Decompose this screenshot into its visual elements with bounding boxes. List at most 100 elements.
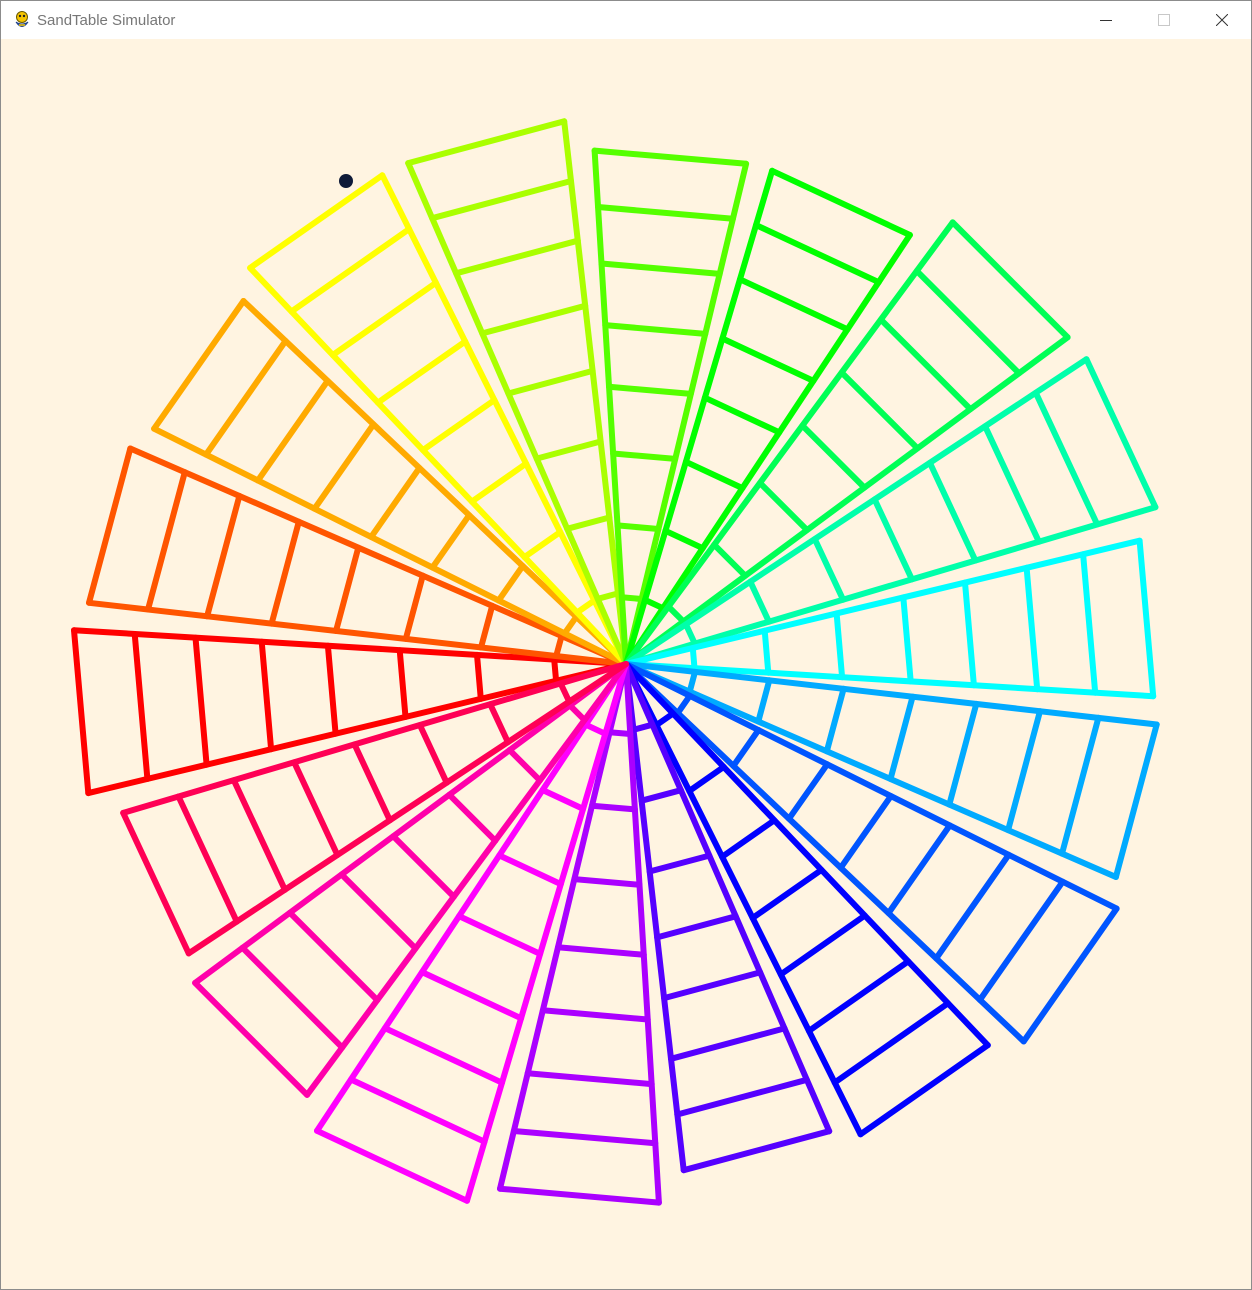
arm-rung	[976, 878, 1066, 1003]
arm-rung	[151, 298, 247, 432]
window-controls	[1077, 1, 1251, 39]
arm-rung	[506, 747, 543, 784]
arm-rung	[982, 423, 1042, 545]
arm-rung	[946, 700, 980, 808]
arm-rung	[539, 787, 587, 812]
arm-rung	[429, 178, 574, 222]
arm-rung	[885, 822, 953, 917]
arm-rung	[701, 394, 783, 436]
arm-rung	[553, 633, 565, 659]
arm-side	[304, 661, 629, 1098]
arm-rung	[614, 522, 662, 532]
arm-side	[127, 445, 629, 667]
arm-rung	[777, 912, 868, 978]
arm-rung	[877, 316, 974, 413]
arm-side	[623, 661, 1027, 1045]
arm-rung	[561, 613, 580, 637]
pattern-arm	[405, 118, 629, 667]
pattern-arm	[120, 661, 629, 957]
maximize-button[interactable]	[1135, 1, 1193, 39]
arm-rung	[753, 222, 882, 286]
arm-rung	[551, 656, 560, 684]
arm-rung	[86, 445, 134, 606]
sand-pattern	[71, 118, 1160, 1206]
arm-rung	[495, 563, 526, 604]
arm-rung	[668, 1025, 788, 1062]
arm-rung	[175, 793, 240, 925]
arm-side	[623, 219, 956, 667]
arm-side	[561, 118, 629, 667]
pattern-arm	[623, 167, 913, 667]
arm-side	[86, 599, 629, 667]
arm-rung	[582, 721, 609, 737]
arm-rung	[642, 596, 666, 612]
arm-rung	[382, 1025, 505, 1086]
arm-rung	[591, 147, 750, 167]
title-bar[interactable]: SandTable Simulator	[1, 1, 1251, 39]
arm-rung	[686, 763, 727, 794]
arm-rung	[665, 603, 687, 625]
arm-rung	[1020, 905, 1120, 1045]
arm-rung	[505, 367, 596, 397]
arm-rung	[674, 1076, 810, 1118]
arm-rung	[533, 438, 604, 462]
arm-side	[623, 661, 864, 1138]
arm-rung	[1112, 721, 1160, 880]
arm-side	[314, 661, 629, 1134]
arm-side	[192, 661, 629, 986]
arm-rung	[606, 383, 694, 397]
arm-rung	[769, 167, 913, 238]
arm-rung	[682, 621, 698, 647]
arm-side	[405, 160, 629, 667]
minimize-button[interactable]	[1077, 1, 1135, 39]
arm-rung	[192, 979, 311, 1098]
arm-side	[623, 661, 1119, 880]
rainbow-spiral-pattern	[71, 118, 1160, 1206]
arm-rung	[192, 634, 210, 768]
arm-rung	[1080, 551, 1099, 696]
arm-side	[240, 298, 629, 667]
arm-side	[151, 425, 629, 667]
arm-rung	[823, 685, 847, 755]
sand-table-canvas[interactable]	[1, 39, 1251, 1289]
pattern-arm	[497, 661, 662, 1206]
arm-rung	[686, 668, 698, 695]
python-snake-icon	[12, 10, 32, 30]
arm-rung	[254, 377, 331, 484]
arm-rung	[661, 969, 764, 1002]
arm-rung	[761, 627, 772, 676]
arm-rung	[338, 871, 419, 952]
arm-rung	[456, 913, 544, 957]
arm-rung	[479, 302, 589, 337]
arm-rung	[1032, 389, 1101, 528]
pattern-arm	[623, 356, 1159, 667]
arm-rung	[230, 777, 288, 893]
arm-rung	[453, 237, 581, 277]
arm-rung	[838, 369, 921, 452]
close-button[interactable]	[1193, 1, 1251, 39]
arm-rung	[949, 219, 1071, 341]
arm-rung	[311, 421, 377, 512]
arm-side	[623, 661, 687, 1174]
arm-rung	[689, 645, 698, 672]
arm-rung	[1136, 537, 1157, 700]
arm-rung	[524, 1070, 655, 1088]
window-title: SandTable Simulator	[37, 11, 176, 29]
arm-rung	[567, 702, 588, 723]
arm-rung	[446, 791, 499, 844]
arm-side	[623, 661, 662, 1206]
arm-rung	[468, 460, 530, 505]
arm-rung	[390, 833, 457, 900]
arm-rung	[630, 721, 656, 733]
arm-rung	[510, 1128, 659, 1147]
arm-rung	[120, 809, 192, 957]
arm-rung	[71, 627, 92, 797]
arm-rung	[291, 759, 341, 858]
arm-rung	[730, 727, 762, 769]
arm-rung	[857, 1042, 991, 1138]
arm-side	[623, 661, 1120, 912]
sand-ball	[339, 174, 353, 188]
pattern-arm	[591, 147, 750, 667]
arm-side	[71, 627, 629, 667]
